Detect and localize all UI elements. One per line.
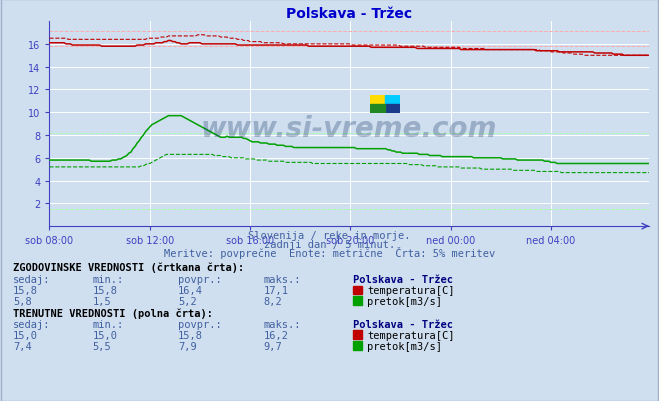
Text: min.:: min.:	[92, 275, 123, 285]
Text: 15,8: 15,8	[178, 330, 203, 340]
Text: 7,9: 7,9	[178, 341, 196, 351]
Text: Polskava - Tržec: Polskava - Tržec	[353, 275, 453, 285]
Text: TRENUTNE VREDNOSTI (polna črta):: TRENUTNE VREDNOSTI (polna črta):	[13, 308, 213, 318]
Text: ZGODOVINSKE VREDNOSTI (črtkana črta):: ZGODOVINSKE VREDNOSTI (črtkana črta):	[13, 262, 244, 273]
Text: 5,8: 5,8	[13, 296, 32, 306]
Bar	[370, 105, 385, 114]
Text: zadnji dan / 5 minut.: zadnji dan / 5 minut.	[264, 239, 395, 249]
Text: maks.:: maks.:	[264, 275, 301, 285]
Bar	[385, 96, 400, 105]
Text: 8,2: 8,2	[264, 296, 282, 306]
Text: 16,2: 16,2	[264, 330, 289, 340]
Text: 9,7: 9,7	[264, 341, 282, 351]
Text: povpr.:: povpr.:	[178, 275, 221, 285]
Text: 15,8: 15,8	[13, 286, 38, 296]
Text: Slovenija / reke in morje.: Slovenija / reke in morje.	[248, 231, 411, 241]
Text: pretok[m3/s]: pretok[m3/s]	[367, 341, 442, 351]
Text: 15,0: 15,0	[13, 330, 38, 340]
Text: 7,4: 7,4	[13, 341, 32, 351]
Text: sedaj:: sedaj:	[13, 319, 51, 329]
Text: Polskava - Tržec: Polskava - Tržec	[353, 319, 453, 329]
Text: pretok[m3/s]: pretok[m3/s]	[367, 296, 442, 306]
Text: temperatura[C]: temperatura[C]	[367, 286, 455, 296]
Text: 16,4: 16,4	[178, 286, 203, 296]
Text: maks.:: maks.:	[264, 319, 301, 329]
Text: 5,5: 5,5	[92, 341, 111, 351]
Text: 15,8: 15,8	[92, 286, 117, 296]
Text: 1,5: 1,5	[92, 296, 111, 306]
Text: 17,1: 17,1	[264, 286, 289, 296]
Text: temperatura[C]: temperatura[C]	[367, 330, 455, 340]
Text: Meritve: povprečne  Enote: metrične  Črta: 5% meritev: Meritve: povprečne Enote: metrične Črta:…	[164, 246, 495, 258]
Text: sedaj:: sedaj:	[13, 275, 51, 285]
Text: 5,2: 5,2	[178, 296, 196, 306]
Title: Polskava - Tržec: Polskava - Tržec	[286, 7, 413, 21]
Text: 15,0: 15,0	[92, 330, 117, 340]
Text: www.si-vreme.com: www.si-vreme.com	[201, 114, 498, 142]
Text: povpr.:: povpr.:	[178, 319, 221, 329]
Text: min.:: min.:	[92, 319, 123, 329]
Bar	[370, 96, 385, 105]
Bar	[385, 105, 400, 114]
